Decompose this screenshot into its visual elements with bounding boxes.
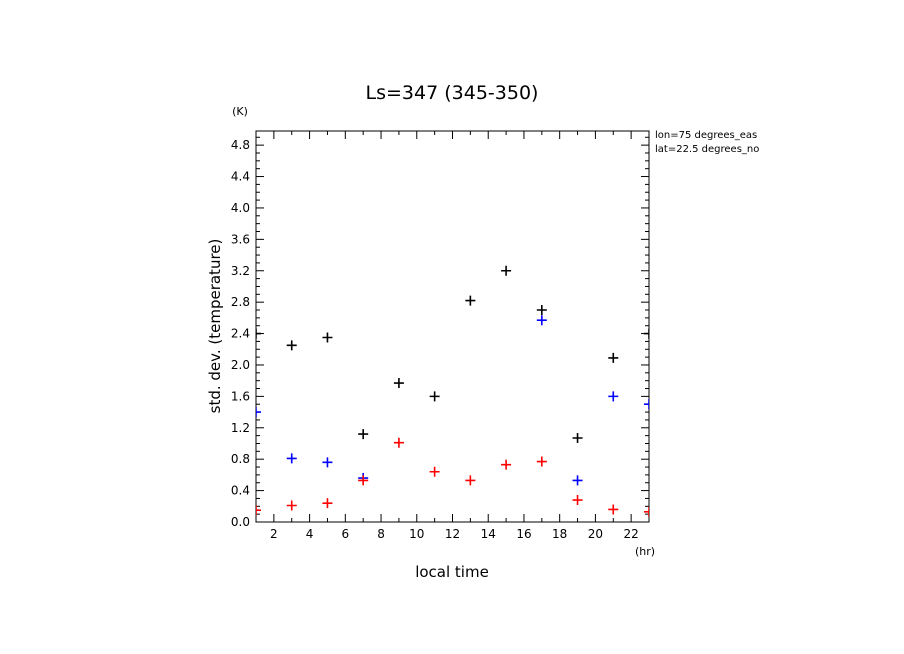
y-tick-label: 0.8 <box>231 452 250 466</box>
data-point-series-3 <box>322 498 333 509</box>
data-point-series-2 <box>572 475 583 486</box>
x-tick-label: 14 <box>481 527 496 541</box>
data-point-series-3 <box>608 504 619 515</box>
data-point-series-1 <box>608 352 619 363</box>
data-point-series-3 <box>465 475 476 486</box>
data-point-series-1 <box>393 378 404 389</box>
data-point-series-2 <box>256 407 261 418</box>
y-tick-label: 0.4 <box>231 484 250 498</box>
x-tick-label: 10 <box>409 527 424 541</box>
data-point-series-2 <box>536 315 547 326</box>
x-tick-label: 12 <box>445 527 460 541</box>
data-points <box>256 265 649 517</box>
data-point-series-1 <box>358 429 369 440</box>
y-tick-label: 4.4 <box>231 170 250 184</box>
x-tick-label: 22 <box>623 527 638 541</box>
x-tick-label: 2 <box>270 527 278 541</box>
data-point-series-3 <box>501 459 512 470</box>
data-point-series-3 <box>429 466 440 477</box>
axis-ticks <box>255 131 650 523</box>
data-point-series-3 <box>536 456 547 467</box>
data-point-series-3 <box>393 437 404 448</box>
data-point-series-3 <box>572 495 583 506</box>
y-tick-label: 1.6 <box>231 389 250 403</box>
data-point-series-3 <box>256 505 261 516</box>
data-point-series-1 <box>536 305 547 316</box>
y-tick-label: 0.0 <box>231 515 250 529</box>
data-point-series-3 <box>644 506 649 517</box>
annotation-longitude: lon=75 degrees_eas <box>655 130 757 141</box>
y-tick-label: 2.8 <box>231 295 250 309</box>
data-point-series-2 <box>286 453 297 464</box>
x-tick-label: 4 <box>306 527 314 541</box>
data-point-series-2 <box>644 399 649 410</box>
y-tick-label: 3.2 <box>231 264 250 278</box>
data-point-series-1 <box>572 432 583 443</box>
x-axis-label: local time <box>415 563 489 581</box>
x-tick-label: 18 <box>552 527 567 541</box>
data-point-series-1 <box>465 295 476 306</box>
y-tick-label: 1.2 <box>231 421 250 435</box>
x-tick-label: 6 <box>341 527 349 541</box>
y-tick-label: 3.6 <box>231 232 250 246</box>
data-point-series-1 <box>322 332 333 343</box>
data-point-series-2 <box>608 391 619 402</box>
y-tick-label: 4.8 <box>231 138 250 152</box>
x-tick-label: 20 <box>588 527 603 541</box>
x-tick-label: 8 <box>377 527 385 541</box>
data-point-series-1 <box>429 391 440 402</box>
y-unit-label: (K) <box>232 105 248 118</box>
axis-tick-labels: 2 4 6 8 10 12 14 16 18 20 22 0.0 0.4 0.8 1.2 1.6 2.0 2.4 2… <box>231 138 639 541</box>
x-tick-label: 16 <box>516 527 531 541</box>
data-point-series-1 <box>644 328 649 339</box>
y-tick-label: 2.0 <box>231 358 250 372</box>
data-point-series-3 <box>358 475 369 486</box>
data-point-series-1 <box>501 265 512 276</box>
data-point-series-2 <box>322 457 333 468</box>
data-point-series-1 <box>256 328 261 339</box>
x-unit-label: (hr) <box>635 545 655 558</box>
data-point-series-1 <box>286 340 297 351</box>
y-axis-label: std. dev. (temperature) <box>206 239 224 414</box>
y-tick-label: 4.0 <box>231 201 250 215</box>
chart-title: Ls=347 (345-350) <box>366 82 539 104</box>
y-tick-label: 2.4 <box>231 327 250 341</box>
data-point-series-3 <box>286 500 297 511</box>
annotation-latitude: lat=22.5 degrees_no <box>655 144 759 155</box>
